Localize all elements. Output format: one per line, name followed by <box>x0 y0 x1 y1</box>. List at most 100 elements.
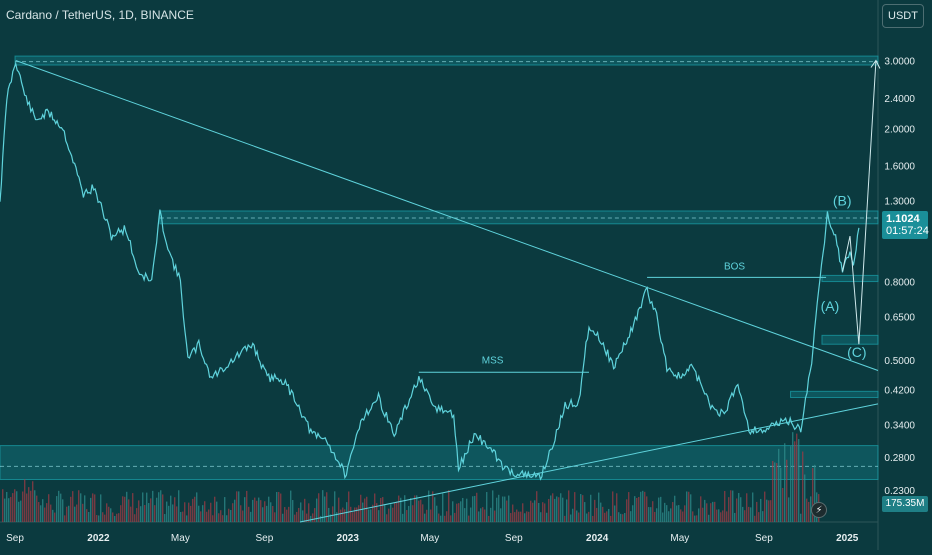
volume-bar <box>596 507 598 522</box>
volume-bar <box>134 514 136 522</box>
volume-bar <box>516 509 518 522</box>
volume-bar <box>574 492 576 522</box>
volume-bar <box>354 507 356 522</box>
volume-bar <box>796 433 798 522</box>
x-tick-label: May <box>670 533 689 544</box>
volume-bar <box>34 490 36 522</box>
volume-bar <box>438 513 440 522</box>
volume-bar <box>600 502 602 522</box>
volume-bar <box>94 494 96 522</box>
volume-bar <box>382 497 384 522</box>
volume-bar <box>290 490 292 522</box>
volume-bar <box>66 506 68 522</box>
lightning-icon[interactable]: ⚡ <box>811 502 827 518</box>
volume-bar <box>322 490 324 522</box>
volume-bar <box>764 491 766 522</box>
volume-bar <box>172 504 174 522</box>
volume-bar <box>686 491 688 522</box>
zone-6 <box>0 445 879 480</box>
volume-bar <box>732 490 734 522</box>
volume-bar <box>344 509 346 522</box>
volume-bar <box>566 499 568 522</box>
volume-bar <box>26 493 28 522</box>
volume-bar <box>800 513 802 522</box>
volume-bar <box>392 507 394 522</box>
volume-bar <box>366 496 368 522</box>
volume-bar <box>602 506 604 522</box>
volume-bar <box>726 511 728 522</box>
volume-bar <box>250 511 252 522</box>
volume-bar <box>186 515 188 522</box>
volume-bar <box>696 515 698 522</box>
volume-bar <box>594 499 596 522</box>
volume-bar <box>228 508 230 522</box>
y-tick-label: 2.0000 <box>884 124 915 135</box>
volume-bar <box>190 505 192 522</box>
volume-bar <box>348 491 350 522</box>
x-tick-label: May <box>171 533 190 544</box>
volume-bar <box>170 495 172 522</box>
volume-bar <box>400 497 402 522</box>
volume-bar <box>648 507 650 522</box>
volume-bar <box>692 511 694 522</box>
volume-bar <box>542 502 544 522</box>
volume-bar <box>700 496 702 522</box>
volume-bar <box>580 494 582 522</box>
volume-bar <box>598 492 600 522</box>
volume-bar <box>626 499 628 522</box>
volume-bar <box>612 491 614 522</box>
volume-bar <box>196 492 198 522</box>
volume-bar <box>388 508 390 522</box>
volume-bar <box>752 492 754 522</box>
volume-bar <box>124 496 126 522</box>
volume-bar <box>154 505 156 522</box>
volume-bar <box>106 503 108 522</box>
volume-bar <box>456 503 458 522</box>
volume-bar <box>676 505 678 522</box>
volume-bar <box>68 505 70 522</box>
volume-bar <box>126 491 128 522</box>
volume-bar <box>92 493 94 522</box>
volume-bar <box>254 497 256 522</box>
volume-bar <box>604 512 606 522</box>
volume-bar <box>622 514 624 522</box>
volume-bar <box>288 506 290 522</box>
volume-bar <box>706 503 708 522</box>
volume-bar <box>194 496 196 522</box>
volume-bar <box>64 515 66 522</box>
volume-bar <box>326 492 328 522</box>
volume-bar <box>418 500 420 522</box>
volume-bar <box>266 505 268 522</box>
currency-button[interactable]: USDT <box>882 4 924 28</box>
volume-bar <box>122 496 124 522</box>
y-tick-label: 0.6500 <box>884 312 915 323</box>
volume-bar <box>338 497 340 522</box>
zone-5 <box>790 390 879 398</box>
volume-bar <box>72 491 74 522</box>
volume-bar <box>694 515 696 522</box>
volume-bar <box>720 512 722 522</box>
volume-bar <box>380 497 382 522</box>
volume-bar <box>748 506 750 522</box>
volume-bar <box>610 515 612 522</box>
volume-bar <box>512 504 514 522</box>
volume-bar <box>46 503 48 522</box>
volume-bar <box>652 501 654 522</box>
volume-bar <box>358 505 360 522</box>
volume-bar <box>570 514 572 522</box>
volume-bar <box>550 495 552 522</box>
volume-bar <box>390 504 392 522</box>
volume-bar <box>636 497 638 522</box>
volume-bar <box>426 509 428 522</box>
volume-bar <box>334 491 336 522</box>
volume-bar <box>640 491 642 522</box>
volume-bar <box>576 510 578 522</box>
volume-bar <box>222 515 224 522</box>
volume-bar <box>716 509 718 522</box>
volume-bar <box>96 515 98 522</box>
volume-bar <box>160 490 162 522</box>
chart-title: Cardano / TetherUS, 1D, BINANCE <box>6 8 194 22</box>
price-badge: 1.1024 01:57:24 <box>882 211 929 239</box>
